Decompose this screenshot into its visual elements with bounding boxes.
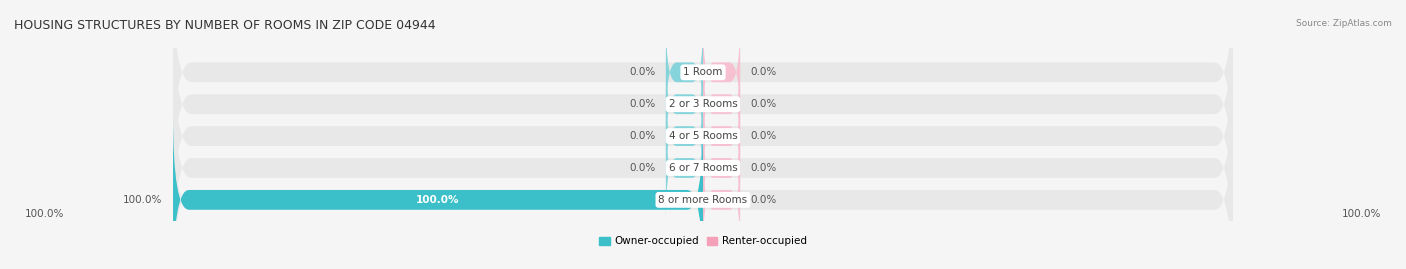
- FancyBboxPatch shape: [666, 82, 703, 190]
- Text: 0.0%: 0.0%: [751, 67, 778, 77]
- FancyBboxPatch shape: [173, 114, 703, 269]
- FancyBboxPatch shape: [173, 98, 1233, 269]
- FancyBboxPatch shape: [173, 2, 1233, 206]
- FancyBboxPatch shape: [173, 66, 1233, 269]
- FancyBboxPatch shape: [666, 114, 703, 222]
- Text: 0.0%: 0.0%: [751, 131, 778, 141]
- Legend: Owner-occupied, Renter-occupied: Owner-occupied, Renter-occupied: [599, 236, 807, 246]
- FancyBboxPatch shape: [666, 19, 703, 126]
- Text: 6 or 7 Rooms: 6 or 7 Rooms: [669, 163, 737, 173]
- Text: 100.0%: 100.0%: [1341, 209, 1381, 219]
- Text: 0.0%: 0.0%: [751, 163, 778, 173]
- Text: 100.0%: 100.0%: [25, 209, 65, 219]
- Text: 0.0%: 0.0%: [751, 195, 778, 205]
- Text: 100.0%: 100.0%: [124, 195, 163, 205]
- Text: 0.0%: 0.0%: [628, 99, 655, 109]
- Text: 0.0%: 0.0%: [628, 131, 655, 141]
- Text: 1 Room: 1 Room: [683, 67, 723, 77]
- Text: 4 or 5 Rooms: 4 or 5 Rooms: [669, 131, 737, 141]
- FancyBboxPatch shape: [703, 82, 740, 190]
- FancyBboxPatch shape: [703, 50, 740, 158]
- Text: 0.0%: 0.0%: [628, 163, 655, 173]
- FancyBboxPatch shape: [173, 0, 1233, 174]
- FancyBboxPatch shape: [666, 50, 703, 158]
- Text: 2 or 3 Rooms: 2 or 3 Rooms: [669, 99, 737, 109]
- Text: 0.0%: 0.0%: [751, 99, 778, 109]
- Text: 8 or more Rooms: 8 or more Rooms: [658, 195, 748, 205]
- FancyBboxPatch shape: [703, 114, 740, 222]
- Text: Source: ZipAtlas.com: Source: ZipAtlas.com: [1296, 19, 1392, 28]
- FancyBboxPatch shape: [703, 146, 740, 254]
- Text: HOUSING STRUCTURES BY NUMBER OF ROOMS IN ZIP CODE 04944: HOUSING STRUCTURES BY NUMBER OF ROOMS IN…: [14, 19, 436, 32]
- Text: 0.0%: 0.0%: [628, 67, 655, 77]
- FancyBboxPatch shape: [703, 19, 740, 126]
- FancyBboxPatch shape: [173, 34, 1233, 238]
- Text: 100.0%: 100.0%: [416, 195, 460, 205]
